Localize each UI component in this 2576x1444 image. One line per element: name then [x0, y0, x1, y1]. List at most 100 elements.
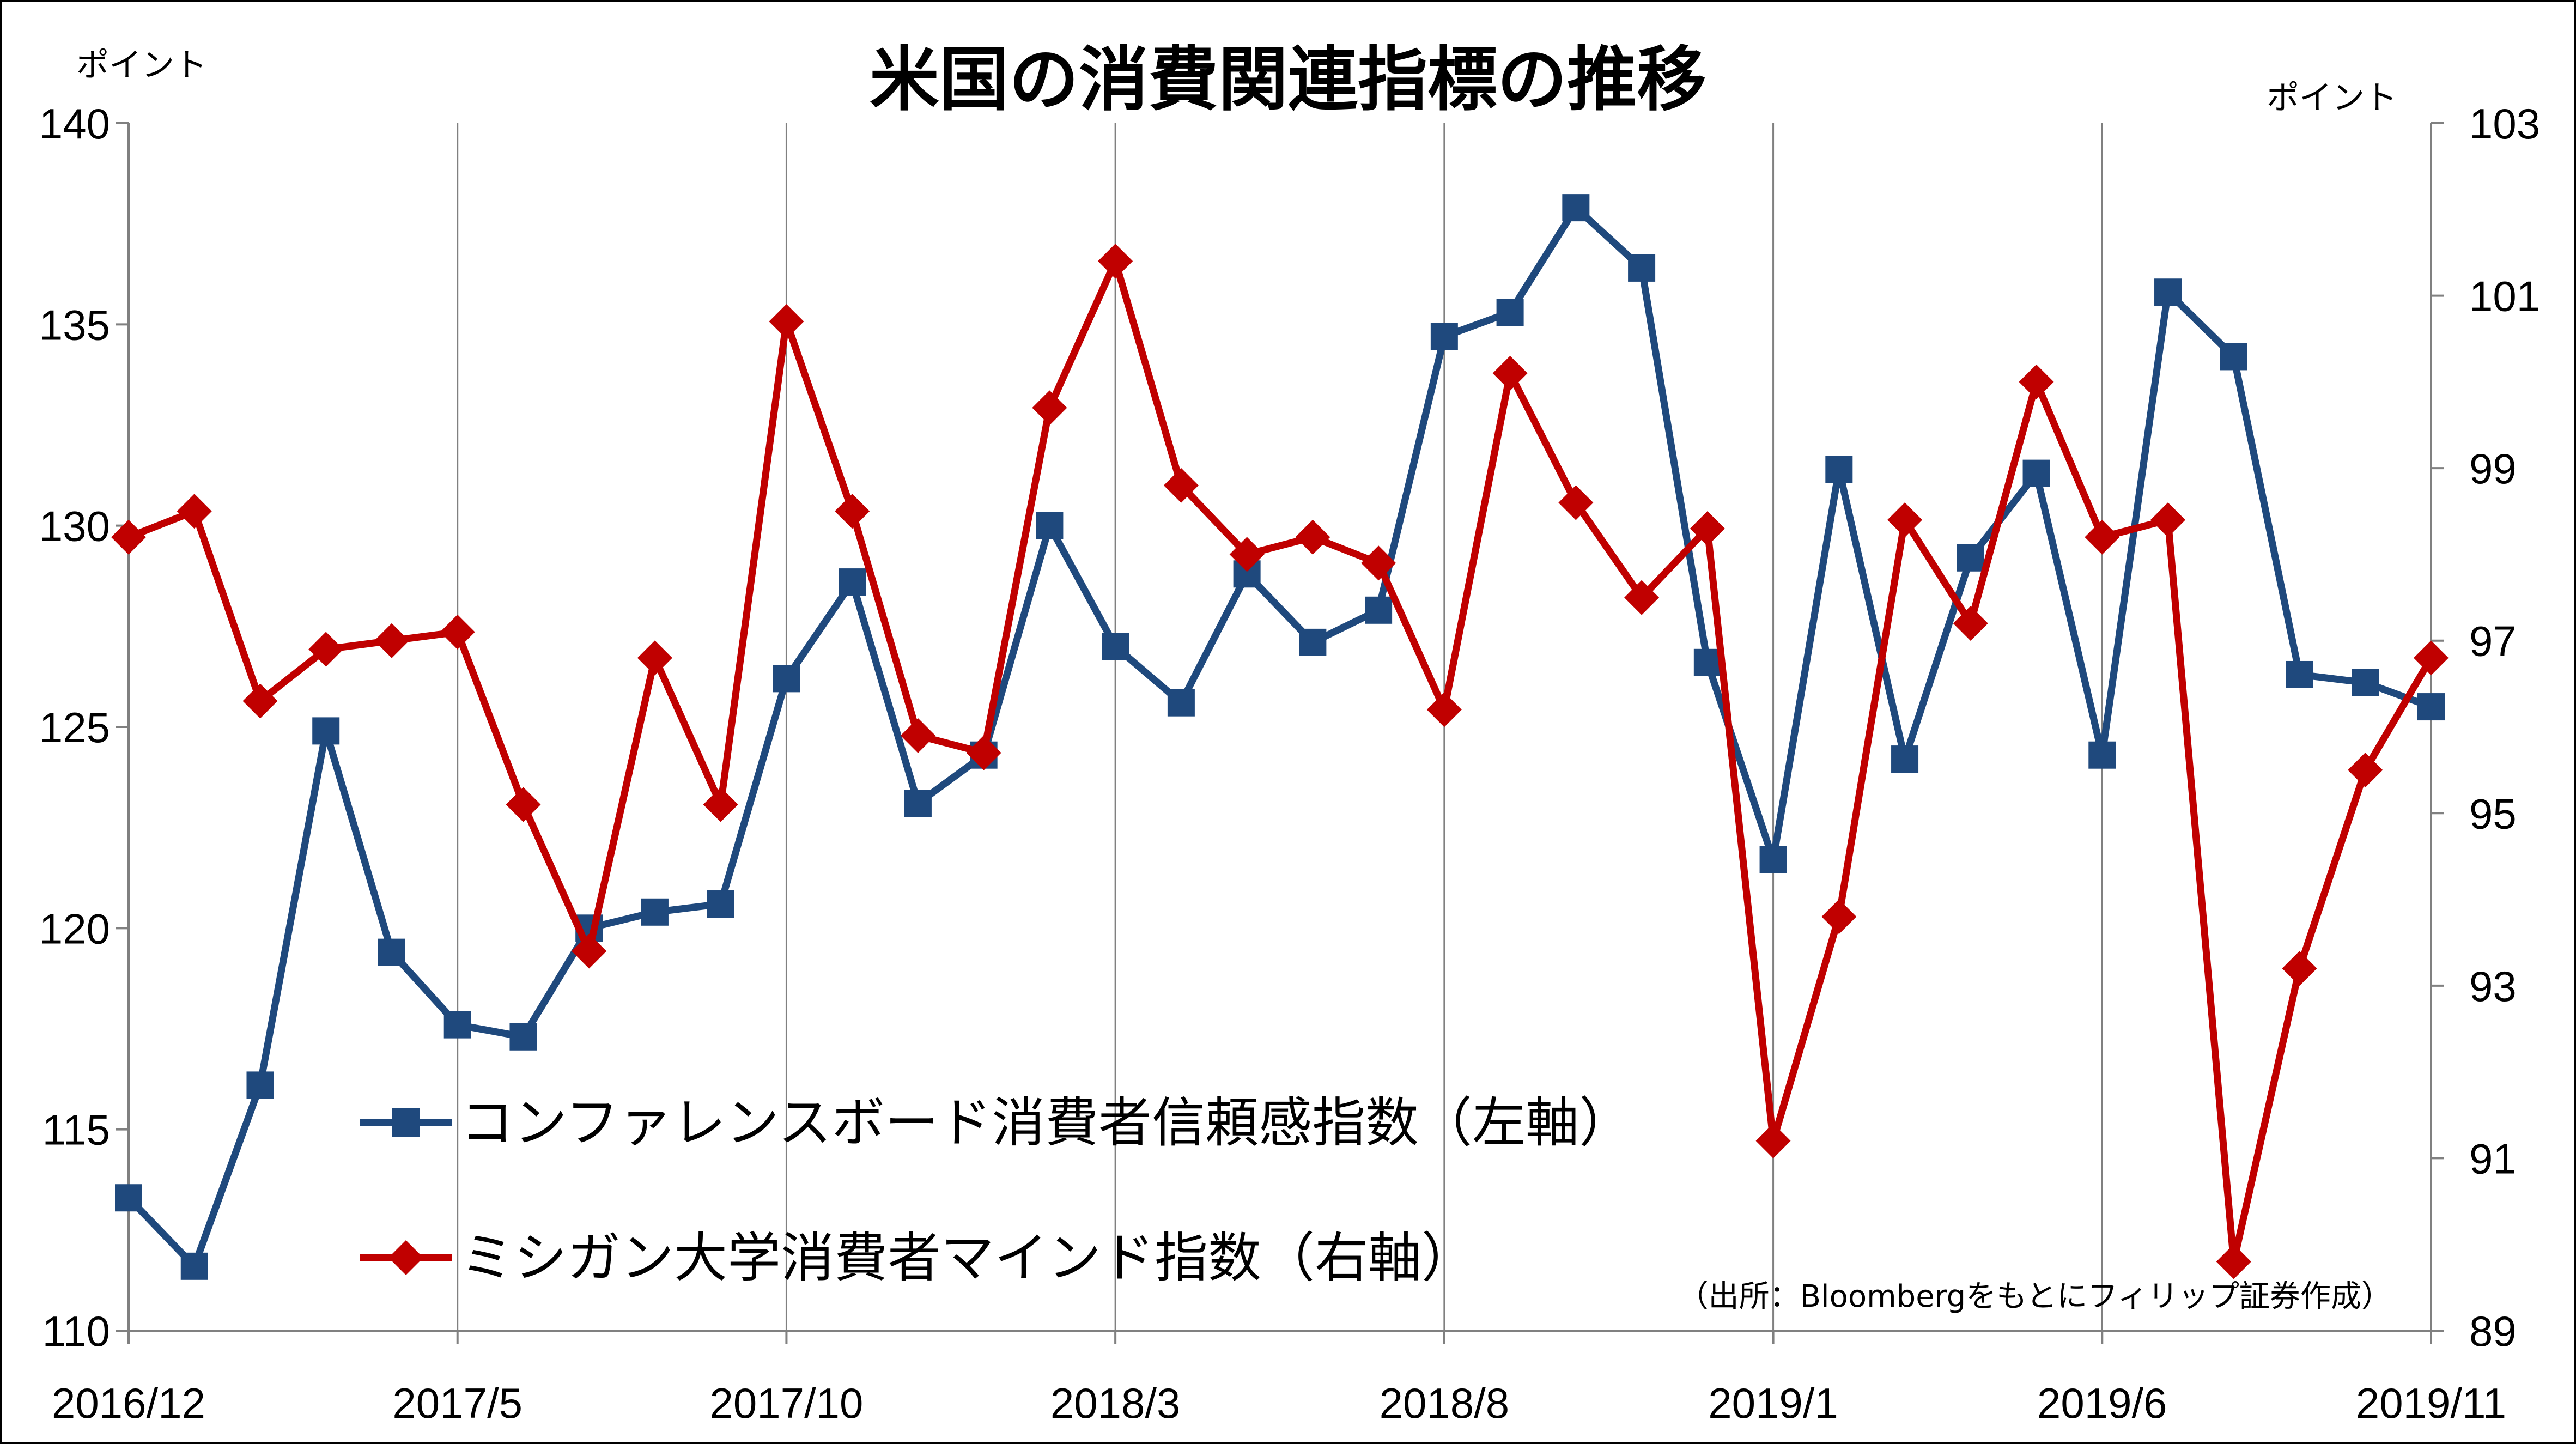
series-2-point	[1558, 485, 1594, 520]
series-2-point	[703, 787, 738, 822]
series-2-point	[308, 632, 344, 667]
series-1-point	[378, 938, 405, 966]
series-1-point	[509, 1023, 537, 1051]
right-tick-label: 101	[2469, 272, 2540, 320]
series-2-point	[1032, 390, 1067, 426]
series-2-point	[1163, 468, 1199, 503]
x-tick-label: 2019/11	[2356, 1379, 2506, 1427]
series-line-2	[127, 257, 2434, 1265]
series-2-point	[1953, 606, 1988, 641]
series-layer	[111, 194, 2449, 1280]
right-axis-unit: ポイント	[2267, 79, 2397, 117]
legend-label: ミシガン大学消費者マインド指数（右軸）	[460, 1227, 1475, 1289]
right-tick-label: 89	[2469, 1307, 2517, 1355]
series-1-point	[773, 665, 800, 693]
series-1-point	[904, 790, 932, 817]
series-2-point	[1821, 899, 1857, 935]
series-2-point	[2282, 951, 2317, 986]
left-axis-unit: ポイント	[76, 46, 207, 84]
series-1-point	[312, 717, 340, 745]
legend: コンファレンスボード消費者信頼感指数（左軸） ミシガン大学消費者マインド指数（右軸…	[360, 1092, 1632, 1289]
series-1-point	[1365, 596, 1393, 624]
series-2-point	[1492, 356, 1528, 391]
x-tick-label: 2018/3	[1050, 1379, 1181, 1427]
series-2-point	[2150, 502, 2186, 538]
series-1-point	[1957, 544, 1984, 572]
series-1-point	[1825, 456, 1853, 483]
series-2-point	[1887, 502, 1923, 538]
series-2-point	[1426, 692, 1462, 727]
series-2-point	[2348, 753, 2383, 788]
series-2-point	[572, 933, 607, 969]
right-tick-label: 99	[2469, 445, 2517, 493]
series-2-point	[242, 683, 278, 719]
x-tick-label: 2017/10	[709, 1379, 863, 1427]
right-tick-label: 103	[2469, 100, 2540, 148]
series-2-point	[2019, 364, 2054, 399]
series-1-point	[1891, 745, 1919, 773]
right-tick-label: 95	[2469, 790, 2517, 838]
series-1-point	[1167, 689, 1195, 717]
series-2-point	[1295, 519, 1330, 555]
series-2-point	[1098, 244, 1133, 279]
series-2-point	[440, 614, 475, 650]
legend-swatch-marker	[392, 1108, 420, 1137]
series-2-point	[506, 787, 541, 822]
series-2-point	[637, 640, 672, 676]
right-tick-label: 93	[2469, 962, 2517, 1010]
series-2-point	[1229, 537, 1265, 572]
x-tick-label: 2017/5	[392, 1379, 523, 1427]
series-1-point	[1562, 194, 1590, 222]
series-1-point	[1102, 633, 1129, 660]
series-1-point	[443, 1011, 471, 1039]
series-2-point	[2216, 1244, 2251, 1279]
series-2-point	[2414, 640, 2449, 676]
series-1-point	[641, 898, 669, 926]
legend-label: コンファレンスボード消費者信頼感指数（左軸）	[460, 1092, 1632, 1154]
left-tick-label: 120	[39, 905, 110, 952]
series-2-point	[177, 494, 212, 529]
right-tick-label: 91	[2469, 1134, 2517, 1182]
series-2-point	[1755, 1123, 1791, 1158]
series-2-point	[111, 519, 146, 555]
series-1-point	[1299, 628, 1327, 656]
series-1-point	[1628, 254, 1656, 282]
series-1-point	[2220, 343, 2247, 371]
series-1-point	[2417, 693, 2445, 721]
left-tick-label: 135	[39, 301, 110, 349]
source-note: （出所：Bloombergをもとにフィリップ証券作成）	[1678, 1279, 2392, 1314]
series-2-point	[966, 735, 1001, 770]
series-2-point	[1361, 545, 1396, 581]
series-2-point	[900, 718, 935, 753]
series-1-point	[115, 1184, 142, 1212]
series-1-point	[1759, 846, 1787, 873]
legend-swatch-marker	[388, 1240, 423, 1275]
series-1-point	[1036, 512, 1064, 539]
x-tick-label: 2018/8	[1380, 1379, 1510, 1427]
right-tick-label: 97	[2469, 617, 2517, 665]
series-1-point	[839, 568, 866, 596]
axis-layer: 110 115 120 125 130 135 140 89 91 93 95 97 99 101 103 2…	[39, 100, 2540, 1427]
left-tick-label: 125	[39, 703, 110, 751]
series-1-point	[1496, 299, 1524, 326]
left-tick-label: 130	[39, 502, 110, 550]
series-2-point	[769, 304, 804, 339]
series-1-point	[2286, 660, 2313, 688]
series-1-point	[1693, 648, 1721, 676]
left-tick-label: 140	[39, 100, 110, 148]
x-tick-label: 2019/1	[1708, 1379, 1838, 1427]
series-1-point	[2022, 459, 2050, 487]
series-2-point	[1690, 511, 1725, 546]
series-2-point	[835, 494, 870, 529]
series-2-point	[2085, 519, 2120, 555]
x-tick-label: 2019/6	[2037, 1379, 2167, 1427]
series-1-point	[707, 890, 734, 918]
left-tick-label: 115	[42, 1106, 110, 1154]
left-tick-label: 110	[42, 1307, 110, 1355]
series-1-point	[2088, 741, 2116, 769]
series-1-point	[2352, 669, 2379, 696]
series-1-point	[246, 1071, 274, 1099]
